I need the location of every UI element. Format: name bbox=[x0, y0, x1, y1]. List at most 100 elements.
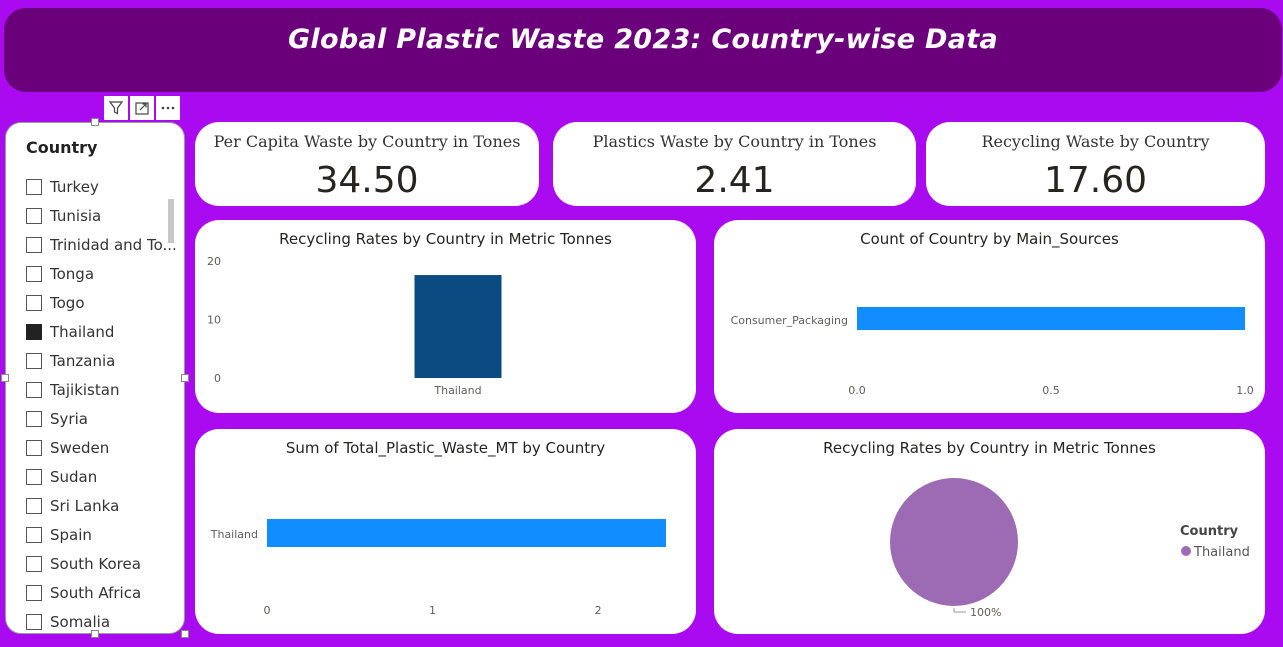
total-waste-svg: Thailand 0 1 2 bbox=[210, 519, 666, 617]
slicer-item[interactable]: Sri Lanka bbox=[26, 491, 176, 520]
kpi-label: Recycling Waste by Country bbox=[981, 132, 1210, 151]
slicer-item[interactable]: Sweden bbox=[26, 433, 176, 462]
main-sources-svg: Consumer_Packaging 0.0 0.5 1.0 bbox=[731, 307, 1254, 397]
slicer-item-label: South Korea bbox=[50, 554, 141, 573]
slicer-item[interactable]: Somalia bbox=[26, 607, 176, 633]
data-label-leader bbox=[953, 608, 966, 613]
legend-entry: Thailand bbox=[1193, 545, 1250, 560]
slicer-item[interactable]: Trinidad and To... bbox=[26, 230, 176, 259]
x-tick-label: Thailand bbox=[433, 384, 481, 397]
slicer-item[interactable]: Tanzania bbox=[26, 346, 176, 375]
chart-title: Recycling Rates by Country in Metric Ton… bbox=[279, 230, 612, 248]
x-tick-label: 1.0 bbox=[1236, 384, 1254, 397]
legend-title: Country bbox=[1180, 524, 1239, 539]
kpi-value: 17.60 bbox=[1043, 160, 1148, 201]
y-tick-label: Thailand bbox=[210, 528, 258, 541]
checkbox[interactable] bbox=[26, 526, 42, 543]
chart-title: Sum of Total_Plastic_Waste_MT by Country bbox=[285, 439, 606, 457]
slicer-item[interactable]: Turkey bbox=[26, 172, 176, 201]
bar bbox=[857, 307, 1245, 330]
checkbox[interactable] bbox=[26, 323, 42, 340]
slicer-item[interactable]: Spain bbox=[26, 520, 176, 549]
slicer-item[interactable]: Togo bbox=[26, 288, 176, 317]
checkbox[interactable] bbox=[26, 613, 42, 630]
slicer-item[interactable]: Tonga bbox=[26, 259, 176, 288]
kpi-value: 2.41 bbox=[694, 160, 775, 201]
checkbox[interactable] bbox=[26, 555, 42, 572]
slicer-item-label: Trinidad and To... bbox=[50, 235, 176, 254]
dashboard-title: Global Plastic Waste 2023: Country-wise … bbox=[287, 24, 999, 55]
slicer-item[interactable]: Sudan bbox=[26, 462, 176, 491]
slicer-item-label: Spain bbox=[50, 525, 92, 544]
country-slicer: Country Turkey Tunisia Trinidad and To... T… bbox=[5, 122, 185, 634]
kpi-card-per-capita[interactable]: Per Capita Waste by Country in Tones 34.… bbox=[195, 122, 539, 206]
slicer-item[interactable]: Thailand bbox=[26, 317, 176, 346]
slicer-item[interactable]: South Korea bbox=[26, 549, 176, 578]
slicer-item-label: Tunisia bbox=[50, 206, 102, 225]
resize-handle-right[interactable] bbox=[181, 374, 189, 382]
recycling-pie-svg: 100% Country Thailand bbox=[890, 478, 1250, 619]
checkbox[interactable] bbox=[26, 381, 42, 398]
checkbox[interactable] bbox=[26, 207, 42, 224]
slicer-item-label: Thailand bbox=[50, 322, 115, 341]
slicer-item[interactable]: Tajikistan bbox=[26, 375, 176, 404]
slicer-list: Turkey Tunisia Trinidad and To... Tonga Togo… bbox=[26, 172, 176, 633]
slicer-item[interactable]: Tunisia bbox=[26, 201, 176, 230]
x-tick-label: 0 bbox=[264, 604, 271, 617]
y-tick-label: Consumer_Packaging bbox=[731, 314, 848, 327]
slicer-item-label: Sweden bbox=[50, 438, 110, 457]
recycling-column-svg: 0 10 20 Thailand bbox=[207, 255, 502, 397]
slicer-item-label: Turkey bbox=[50, 177, 99, 196]
resize-handle-bottom[interactable] bbox=[91, 630, 99, 638]
checkbox[interactable] bbox=[26, 410, 42, 427]
slicer-item-label: Tanzania bbox=[50, 351, 116, 370]
recycling-column-chart[interactable]: Recycling Rates by Country in Metric Ton… bbox=[195, 220, 696, 413]
checkbox[interactable] bbox=[26, 439, 42, 456]
x-tick-label: 0.0 bbox=[848, 384, 866, 397]
focus-mode-icon[interactable] bbox=[130, 96, 154, 120]
x-tick-label: 0.5 bbox=[1042, 384, 1060, 397]
slicer-item[interactable]: Syria bbox=[26, 404, 176, 433]
checkbox[interactable] bbox=[26, 236, 42, 253]
kpi-label: Plastics Waste by Country in Tones bbox=[592, 132, 877, 151]
kpi-card-recycling[interactable]: Recycling Waste by Country 17.60 bbox=[926, 122, 1265, 206]
resize-handle-left[interactable] bbox=[1, 374, 9, 382]
slicer-scrollbar[interactable] bbox=[168, 199, 174, 243]
checkbox[interactable] bbox=[26, 584, 42, 601]
recycling-pie-chart[interactable]: Recycling Rates by Country in Metric Ton… bbox=[714, 429, 1265, 634]
kpi-card-plastics[interactable]: Plastics Waste by Country in Tones 2.41 bbox=[553, 122, 916, 206]
slicer-item-label: Togo bbox=[50, 293, 85, 312]
slicer-item-label: Syria bbox=[50, 409, 88, 428]
chart-title: Recycling Rates by Country in Metric Ton… bbox=[823, 439, 1156, 457]
chart-title: Count of Country by Main_Sources bbox=[860, 230, 1119, 248]
x-tick-label: 2 bbox=[595, 604, 602, 617]
data-label: 100% bbox=[970, 606, 1001, 619]
y-tick-label: 10 bbox=[207, 314, 221, 327]
more-options-icon[interactable] bbox=[156, 96, 180, 120]
checkbox[interactable] bbox=[26, 352, 42, 369]
x-tick-label: 1 bbox=[429, 604, 436, 617]
checkbox[interactable] bbox=[26, 497, 42, 514]
slicer-toolbar bbox=[104, 96, 180, 120]
bar bbox=[414, 275, 502, 378]
resize-handle-top[interactable] bbox=[91, 118, 99, 126]
slicer-item-label: Tonga bbox=[50, 264, 95, 283]
resize-handle-corner[interactable] bbox=[181, 630, 189, 638]
slicer-item-label: Sri Lanka bbox=[50, 496, 120, 515]
checkbox[interactable] bbox=[26, 294, 42, 311]
legend-marker bbox=[1181, 546, 1191, 556]
checkbox[interactable] bbox=[26, 265, 42, 282]
slicer-item-label: South Africa bbox=[50, 583, 142, 602]
filter-icon[interactable] bbox=[104, 96, 128, 120]
checkbox[interactable] bbox=[26, 468, 42, 485]
main-sources-bar-chart[interactable]: Count of Country by Main_Sources Consume… bbox=[714, 220, 1265, 413]
total-waste-bar-chart[interactable]: Sum of Total_Plastic_Waste_MT by Country… bbox=[195, 429, 696, 634]
y-tick-label: 20 bbox=[207, 255, 221, 268]
slicer-item-label: Tajikistan bbox=[50, 380, 120, 399]
checkbox[interactable] bbox=[26, 178, 42, 195]
slicer-item[interactable]: South Africa bbox=[26, 578, 176, 607]
pie-slice bbox=[890, 478, 1018, 606]
kpi-value: 34.50 bbox=[315, 160, 419, 201]
kpi-label: Per Capita Waste by Country in Tones bbox=[213, 132, 521, 151]
bar bbox=[267, 519, 666, 547]
